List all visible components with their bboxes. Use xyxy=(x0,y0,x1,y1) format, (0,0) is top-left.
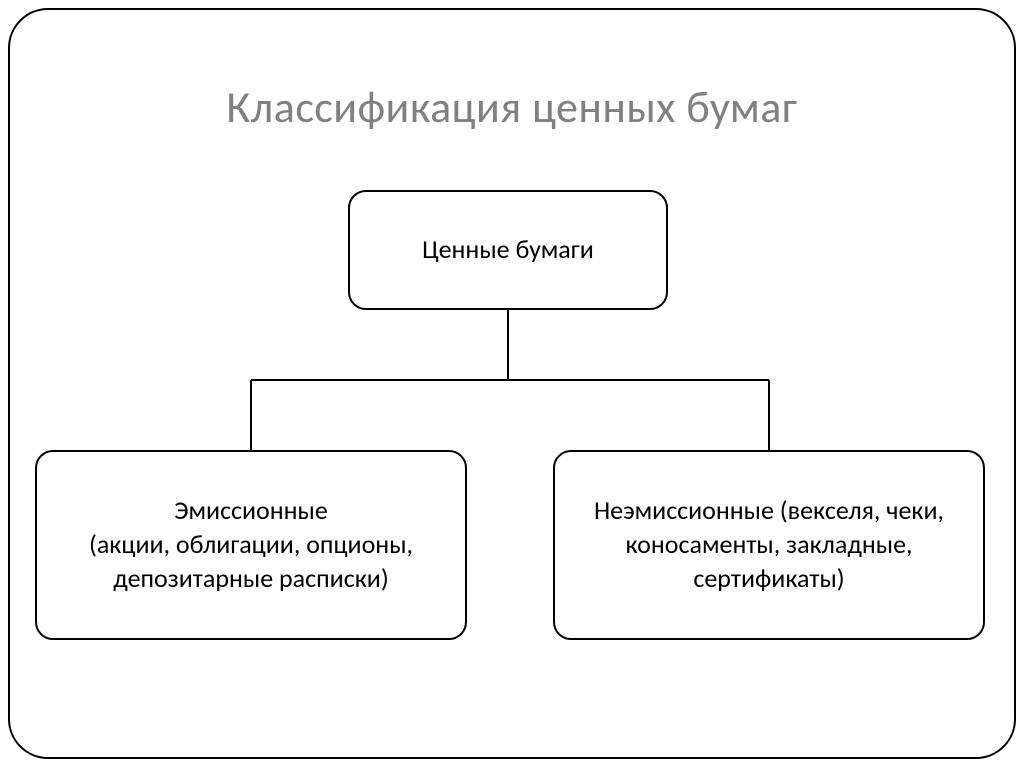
node-left-line1: Эмиссионные xyxy=(174,494,328,528)
tree-node-right: Неэмиссионные (векселя, чеки, коносамент… xyxy=(553,450,985,640)
node-right-line1: Неэмиссионные (векселя, чеки, коносамент… xyxy=(575,494,963,595)
tree-node-left: Эмиссионные (акции, облигации, опционы, … xyxy=(35,450,467,640)
node-root-label: Ценные бумаги xyxy=(422,233,594,267)
tree-node-root: Ценные бумаги xyxy=(348,190,668,310)
node-left-line2: (акции, облигации, опционы, депозитарные… xyxy=(57,528,445,596)
slide-title: Классификация ценных бумаг xyxy=(0,80,1024,134)
tree-diagram: Ценные бумаги Эмиссионные (акции, облига… xyxy=(0,190,1024,690)
connector-path xyxy=(251,310,769,450)
